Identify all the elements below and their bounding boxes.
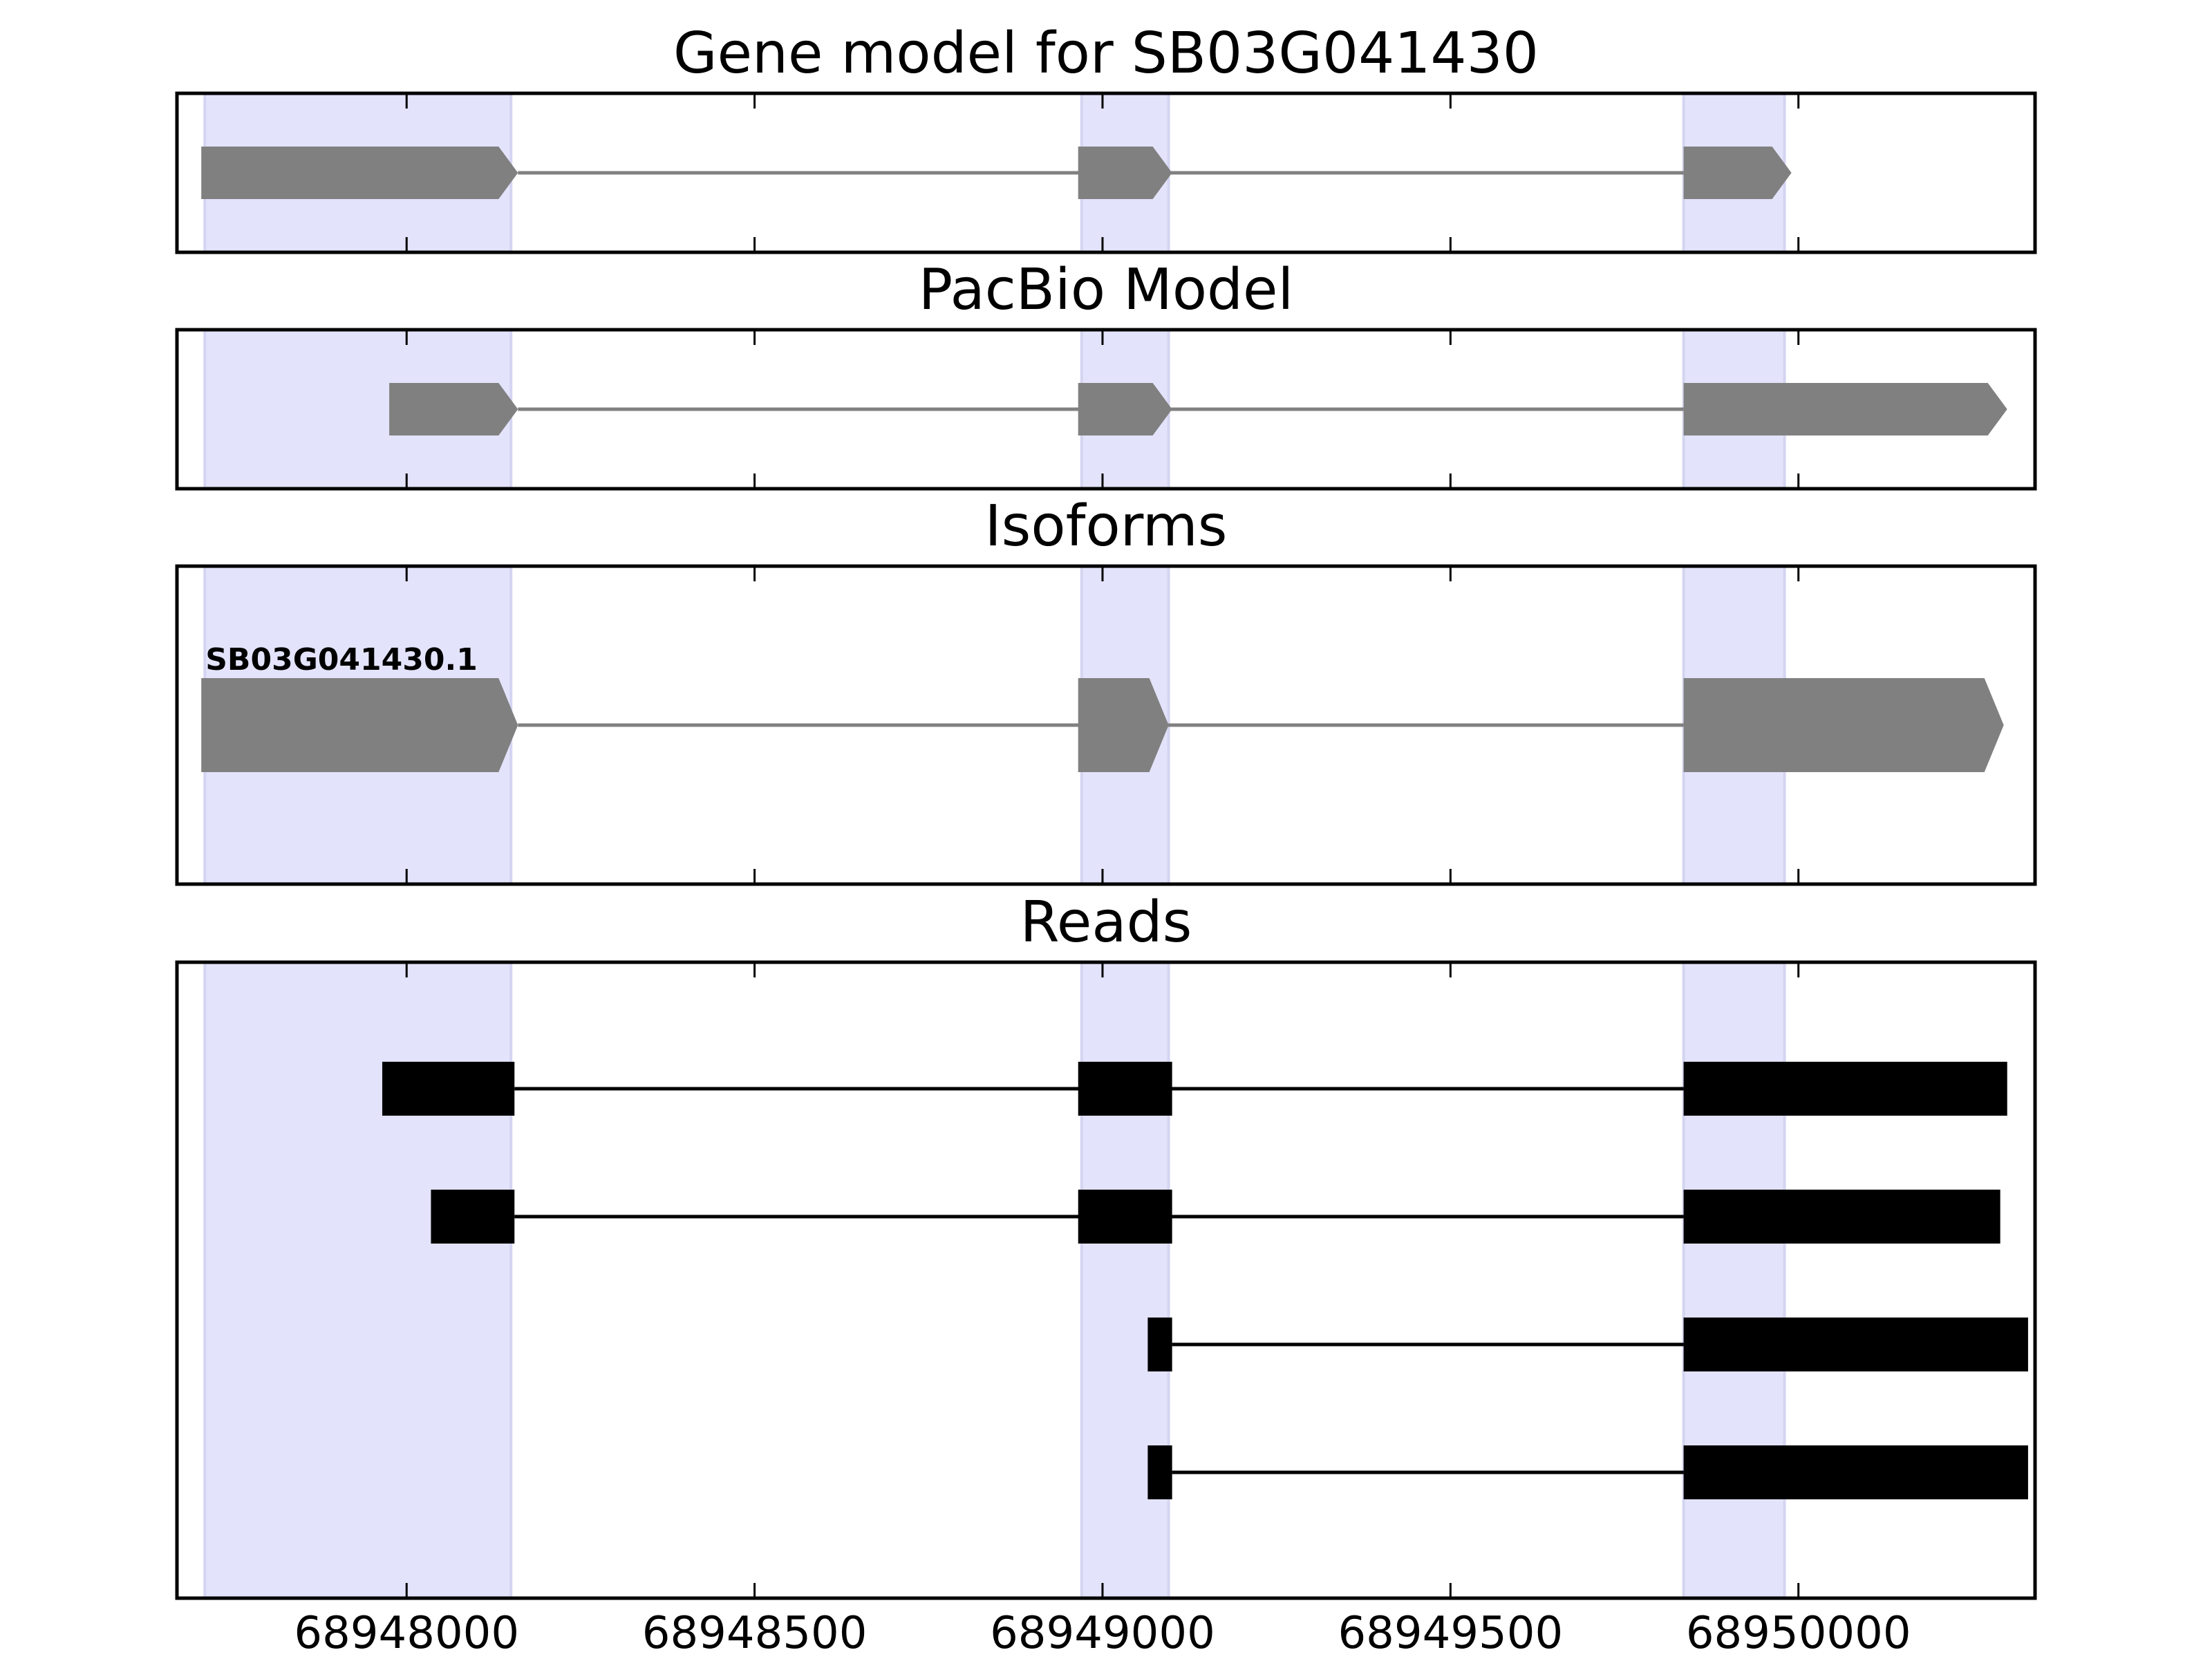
panel-frame: [175, 328, 2037, 491]
exon-arrow: [1683, 147, 1792, 199]
tick-marks: [405, 93, 1800, 1598]
exon-region-shade: [1080, 961, 1170, 1600]
x-tick-label: 68948500: [642, 1608, 868, 1659]
read-exon-block: [1683, 1062, 2007, 1116]
exon-region-shade: [1682, 961, 1786, 1600]
read-exon-block: [1078, 1062, 1172, 1116]
panel-frames: [175, 91, 2037, 1600]
x-tick-label: 68950000: [1686, 1608, 1911, 1659]
panel-title: Reads: [1020, 890, 1192, 955]
panel-title: PacBio Model: [919, 257, 1294, 323]
panel-title: Isoforms: [985, 494, 1228, 559]
panel-frame: [175, 91, 2037, 254]
read-exon-block: [1078, 1190, 1172, 1244]
exon-arrow: [1683, 678, 2004, 772]
x-tick-label: 68948000: [294, 1608, 519, 1659]
exon-arrow: [1078, 383, 1172, 435]
tracks-layer: [201, 147, 2028, 1499]
exon-arrow: [389, 383, 518, 435]
read-exon-block: [1683, 1318, 2028, 1371]
read-exon-block: [1147, 1318, 1172, 1371]
x-tick-label: 68949500: [1338, 1608, 1563, 1659]
read-exon-block: [1147, 1445, 1172, 1499]
panel-frame: [175, 960, 2037, 1600]
exon-region-shade: [203, 961, 513, 1600]
panel-frame: [175, 564, 2037, 886]
exon-arrow: [1078, 678, 1169, 772]
exon-arrow: [201, 678, 518, 772]
exon-arrow: [1078, 147, 1172, 199]
text-layer: Gene model for SB03G041430 PacBio Model SB…: [205, 21, 1911, 1659]
x-tick-label: 68949000: [990, 1608, 1215, 1659]
read-exon-block: [431, 1190, 515, 1244]
read-exon-block: [1683, 1190, 2000, 1244]
read-exon-block: [1683, 1445, 2028, 1499]
exon-arrow: [1683, 383, 2007, 435]
panel-title: Gene model for SB03G041430: [673, 21, 1539, 86]
exon-arrow: [201, 147, 518, 199]
isoform-label: SB03G041430.1: [205, 642, 478, 677]
read-exon-block: [382, 1062, 515, 1116]
